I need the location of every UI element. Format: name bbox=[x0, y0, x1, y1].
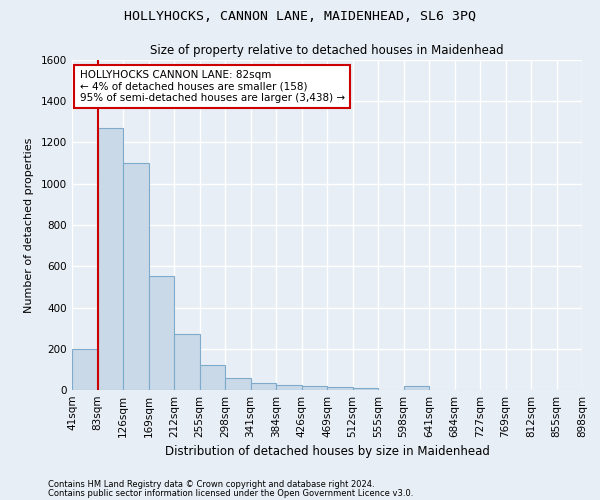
Bar bbox=[276, 385, 302, 390]
Y-axis label: Number of detached properties: Number of detached properties bbox=[24, 138, 34, 312]
Bar bbox=[72, 349, 97, 390]
Bar bbox=[251, 383, 276, 390]
X-axis label: Distribution of detached houses by size in Maidenhead: Distribution of detached houses by size … bbox=[164, 446, 490, 458]
Bar bbox=[404, 386, 429, 390]
Bar bbox=[302, 386, 327, 390]
Bar bbox=[149, 276, 174, 390]
Text: HOLLYHOCKS, CANNON LANE, MAIDENHEAD, SL6 3PQ: HOLLYHOCKS, CANNON LANE, MAIDENHEAD, SL6… bbox=[124, 10, 476, 23]
Bar bbox=[97, 128, 123, 390]
Bar bbox=[199, 365, 225, 390]
Bar bbox=[353, 388, 378, 390]
Text: Contains HM Land Registry data © Crown copyright and database right 2024.: Contains HM Land Registry data © Crown c… bbox=[48, 480, 374, 489]
Bar bbox=[174, 334, 199, 390]
Bar bbox=[327, 387, 353, 390]
Title: Size of property relative to detached houses in Maidenhead: Size of property relative to detached ho… bbox=[150, 44, 504, 58]
Bar bbox=[123, 163, 149, 390]
Text: Contains public sector information licensed under the Open Government Licence v3: Contains public sector information licen… bbox=[48, 489, 413, 498]
Bar bbox=[225, 378, 251, 390]
Text: HOLLYHOCKS CANNON LANE: 82sqm
← 4% of detached houses are smaller (158)
95% of s: HOLLYHOCKS CANNON LANE: 82sqm ← 4% of de… bbox=[80, 70, 345, 103]
